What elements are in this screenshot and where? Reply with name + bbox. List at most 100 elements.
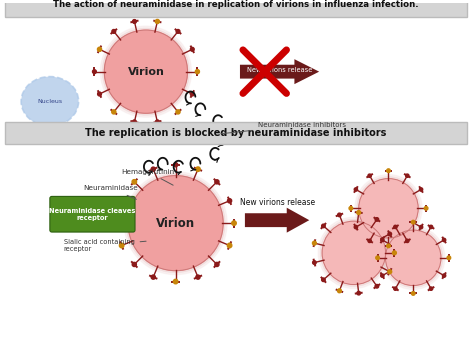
Circle shape bbox=[381, 226, 445, 289]
Circle shape bbox=[312, 241, 316, 245]
Circle shape bbox=[151, 167, 155, 171]
Text: Hemagglutinin: Hemagglutinin bbox=[121, 168, 174, 185]
Circle shape bbox=[228, 243, 232, 248]
Circle shape bbox=[357, 211, 361, 214]
Text: New virions release: New virions release bbox=[247, 67, 312, 73]
Circle shape bbox=[349, 207, 353, 210]
Circle shape bbox=[320, 219, 388, 286]
Circle shape bbox=[318, 217, 389, 288]
Circle shape bbox=[368, 239, 371, 243]
Circle shape bbox=[112, 30, 116, 33]
FancyBboxPatch shape bbox=[50, 196, 135, 232]
Circle shape bbox=[321, 224, 325, 228]
Circle shape bbox=[375, 218, 379, 221]
Circle shape bbox=[447, 256, 451, 259]
Circle shape bbox=[321, 278, 325, 281]
Circle shape bbox=[376, 256, 379, 259]
Circle shape bbox=[119, 243, 124, 248]
Circle shape bbox=[393, 251, 396, 255]
Circle shape bbox=[93, 70, 96, 73]
Circle shape bbox=[228, 199, 232, 203]
Circle shape bbox=[312, 261, 316, 264]
Text: Neuraminidase inhibitors: Neuraminidase inhibitors bbox=[221, 122, 346, 134]
Circle shape bbox=[215, 263, 219, 267]
Circle shape bbox=[420, 225, 423, 229]
FancyBboxPatch shape bbox=[5, 0, 467, 17]
Circle shape bbox=[354, 225, 358, 229]
Circle shape bbox=[322, 221, 386, 284]
Circle shape bbox=[387, 169, 390, 173]
Circle shape bbox=[368, 174, 371, 177]
Circle shape bbox=[359, 179, 418, 238]
Text: The replication is blocked by neuraminidase inhibitors: The replication is blocked by neuraminid… bbox=[85, 128, 387, 138]
Circle shape bbox=[405, 174, 409, 177]
Circle shape bbox=[357, 177, 420, 240]
Circle shape bbox=[420, 188, 423, 191]
Text: Virion: Virion bbox=[156, 217, 195, 229]
Circle shape bbox=[132, 180, 136, 184]
Circle shape bbox=[394, 225, 397, 228]
Circle shape bbox=[174, 163, 177, 167]
Circle shape bbox=[387, 244, 390, 248]
Circle shape bbox=[386, 230, 441, 285]
Circle shape bbox=[102, 28, 189, 115]
Circle shape bbox=[196, 275, 200, 279]
Circle shape bbox=[98, 92, 101, 96]
Circle shape bbox=[355, 175, 422, 242]
Circle shape bbox=[133, 20, 136, 23]
Circle shape bbox=[424, 207, 428, 210]
Circle shape bbox=[190, 48, 194, 51]
Circle shape bbox=[232, 221, 236, 225]
Circle shape bbox=[190, 92, 194, 96]
Circle shape bbox=[412, 220, 415, 224]
Text: New virions release: New virions release bbox=[240, 198, 315, 207]
Circle shape bbox=[104, 30, 187, 113]
Circle shape bbox=[357, 292, 361, 295]
Circle shape bbox=[381, 238, 384, 242]
Circle shape bbox=[430, 287, 433, 290]
Text: The action of neuraminidase in replication of virions in influenza infection.: The action of neuraminidase in replicati… bbox=[53, 0, 419, 9]
Circle shape bbox=[155, 120, 159, 124]
Circle shape bbox=[384, 228, 443, 287]
Circle shape bbox=[405, 239, 409, 243]
Circle shape bbox=[132, 263, 136, 267]
Text: Virion: Virion bbox=[127, 67, 164, 76]
Circle shape bbox=[215, 180, 219, 184]
Circle shape bbox=[195, 70, 200, 74]
Circle shape bbox=[337, 213, 341, 217]
Circle shape bbox=[176, 110, 180, 114]
Circle shape bbox=[97, 47, 101, 51]
Circle shape bbox=[173, 279, 178, 284]
Circle shape bbox=[151, 275, 155, 279]
Circle shape bbox=[101, 26, 192, 117]
Text: Sialic acid containing
receptor: Sialic acid containing receptor bbox=[64, 239, 146, 252]
Circle shape bbox=[196, 167, 200, 172]
Circle shape bbox=[115, 221, 119, 225]
Text: Nucleus: Nucleus bbox=[37, 99, 62, 104]
Circle shape bbox=[176, 30, 180, 33]
Circle shape bbox=[128, 176, 223, 271]
Circle shape bbox=[430, 225, 433, 228]
Circle shape bbox=[126, 174, 225, 273]
Circle shape bbox=[124, 172, 227, 275]
Circle shape bbox=[155, 20, 160, 24]
Circle shape bbox=[388, 270, 392, 274]
Circle shape bbox=[119, 199, 124, 203]
Circle shape bbox=[394, 287, 397, 290]
Circle shape bbox=[388, 232, 392, 236]
Text: Neuraminidase: Neuraminidase bbox=[84, 185, 138, 199]
Polygon shape bbox=[245, 208, 309, 233]
Circle shape bbox=[375, 284, 379, 288]
Circle shape bbox=[354, 188, 358, 191]
Text: Neuraminidase cleaves
receptor: Neuraminidase cleaves receptor bbox=[49, 208, 135, 221]
Polygon shape bbox=[240, 59, 319, 84]
Circle shape bbox=[442, 238, 446, 242]
Circle shape bbox=[442, 274, 446, 277]
Circle shape bbox=[337, 289, 341, 293]
Circle shape bbox=[381, 274, 384, 277]
Circle shape bbox=[112, 110, 116, 114]
Ellipse shape bbox=[21, 76, 78, 126]
FancyBboxPatch shape bbox=[5, 122, 467, 144]
Circle shape bbox=[412, 292, 415, 295]
Circle shape bbox=[133, 120, 136, 124]
